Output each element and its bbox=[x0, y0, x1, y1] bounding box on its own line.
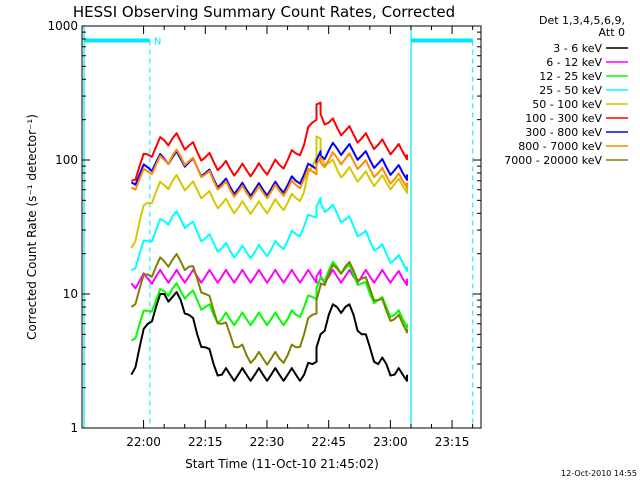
x-tick-label: 22:45 bbox=[311, 435, 346, 449]
x-axis-label: Start Time (11-Oct-10 21:45:02) bbox=[185, 457, 379, 471]
series-line-2 bbox=[130, 268, 408, 290]
y-axis: 1 10 100 1000 bbox=[47, 19, 481, 435]
legend-label-6: 100 - 300 keV bbox=[525, 112, 602, 125]
legend-label-4: 25 - 50 keV bbox=[539, 84, 602, 97]
y-tick-label: 100 bbox=[55, 153, 78, 167]
legend-label-9: 7000 - 20000 keV bbox=[504, 154, 602, 167]
legend-label-3: 12 - 25 keV bbox=[539, 70, 602, 83]
series-line-5 bbox=[130, 135, 408, 249]
y-tick-label: 10 bbox=[63, 287, 78, 301]
legend-label-1: 3 - 6 keV bbox=[553, 42, 602, 55]
series-line-4 bbox=[130, 197, 408, 272]
attenuator-markers: N bbox=[83, 26, 474, 428]
y-tick-label: 1 bbox=[70, 421, 78, 435]
plot-frame bbox=[81, 25, 482, 429]
y-tick-label: 1000 bbox=[47, 19, 78, 33]
series-layer bbox=[130, 101, 408, 382]
series-line-7 bbox=[130, 141, 408, 197]
x-tick-label: 22:00 bbox=[126, 435, 161, 449]
legend-label-5: 50 - 100 keV bbox=[532, 98, 602, 111]
chart-title: HESSI Observing Summary Count Rates, Cor… bbox=[73, 3, 455, 21]
series-line-6 bbox=[131, 101, 408, 182]
series-line-8 bbox=[130, 148, 408, 200]
x-tick-label: 23:15 bbox=[435, 435, 470, 449]
legend-header-line-2: Att 0 bbox=[599, 26, 625, 39]
x-tick-label: 23:00 bbox=[373, 435, 408, 449]
series-line-3 bbox=[130, 260, 408, 342]
legend-header-line-1: Det 1,3,4,5,6,9, bbox=[539, 14, 625, 27]
x-axis: 22:00 22:15 22:30 22:45 23:00 23:15 bbox=[126, 26, 474, 449]
legend-label-7: 300 - 800 keV bbox=[525, 126, 602, 139]
legend-label-8: 800 - 7000 keV bbox=[518, 140, 602, 153]
x-tick-label: 22:15 bbox=[188, 435, 223, 449]
night-marker-label: N bbox=[154, 36, 161, 47]
legend-label-2: 6 - 12 keV bbox=[546, 56, 602, 69]
series-line-1 bbox=[130, 291, 408, 382]
x-tick-label: 22:30 bbox=[250, 435, 285, 449]
y-axis-label: Corrected Count Rate (s⁻¹ detector⁻¹) bbox=[25, 114, 39, 340]
series-line-9 bbox=[130, 253, 408, 366]
timestamp: 12-Oct-2010 14:55 bbox=[561, 469, 637, 478]
